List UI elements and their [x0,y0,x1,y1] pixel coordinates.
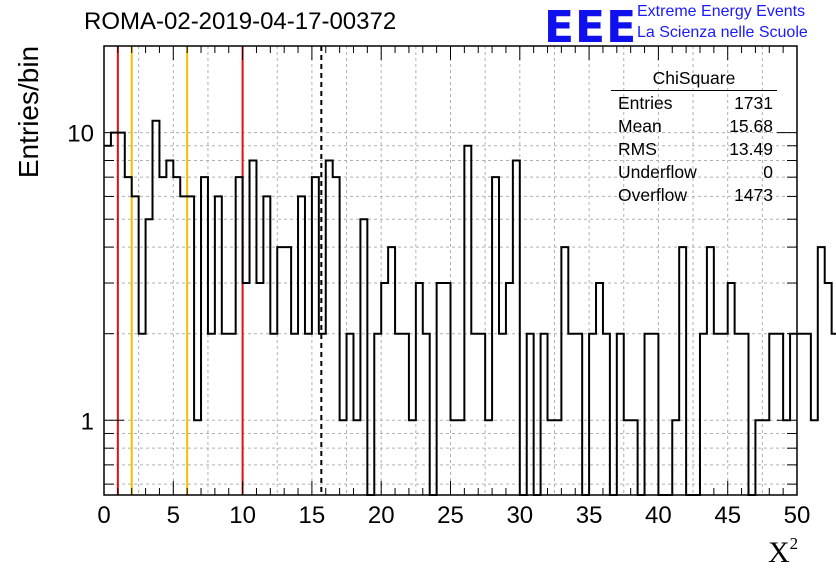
stats-label: Mean [618,116,662,136]
stats-value: 0 [763,162,773,182]
stats-value: 13.49 [729,139,773,159]
x-tick-label: 50 [784,502,811,529]
stats-value: 1473 [734,185,773,205]
y-tick-label: 1 [81,408,94,435]
y-axis-label: Entries/bin [13,45,44,179]
chart-title: ROMA-02-2019-04-17-00372 [84,8,397,35]
stats-label: Underflow [618,162,697,182]
x-tick-label: 25 [437,502,464,529]
stats-label: Overflow [618,185,688,205]
histogram-steps [104,119,836,496]
x-tick-label: 45 [714,502,741,529]
stats-row: RMS 13.49 [611,138,777,161]
x-tick-label: 20 [368,502,395,529]
x-tick-label: 15 [299,502,326,529]
x-axis-superscript: 2 [789,534,799,553]
x-tick-label: 0 [97,502,110,529]
x-tick-label: 5 [167,502,180,529]
stats-label: Entries [618,93,673,113]
x-tick-label: 40 [645,502,672,529]
stats-value: 15.68 [729,116,773,136]
stats-row: Overflow 1473 [611,184,777,207]
x-tick-label: 35 [576,502,603,529]
y-tick-label: 10 [67,121,94,148]
x-tick-label: 30 [506,502,533,529]
stats-box: ChiSquare Entries 1731 Mean 15.68 RMS 13.49… [611,68,777,207]
x-axis-symbol: X [768,536,790,569]
logo-line-2: La Scienza nelle Scuole [637,24,808,41]
stats-row: Mean 15.68 [611,115,777,138]
logo-line-1: Extreme Energy Events [637,3,806,20]
x-tick-label: 10 [229,502,256,529]
x-axis-label: X2 [768,534,799,570]
stats-row: Underflow 0 [611,161,777,184]
stats-box-title: ChiSquare [611,68,777,91]
stats-row: Entries 1731 [611,92,777,115]
stats-value: 1731 [734,93,773,113]
eee-logo: EEE [544,2,638,53]
stats-label: RMS [618,139,657,159]
